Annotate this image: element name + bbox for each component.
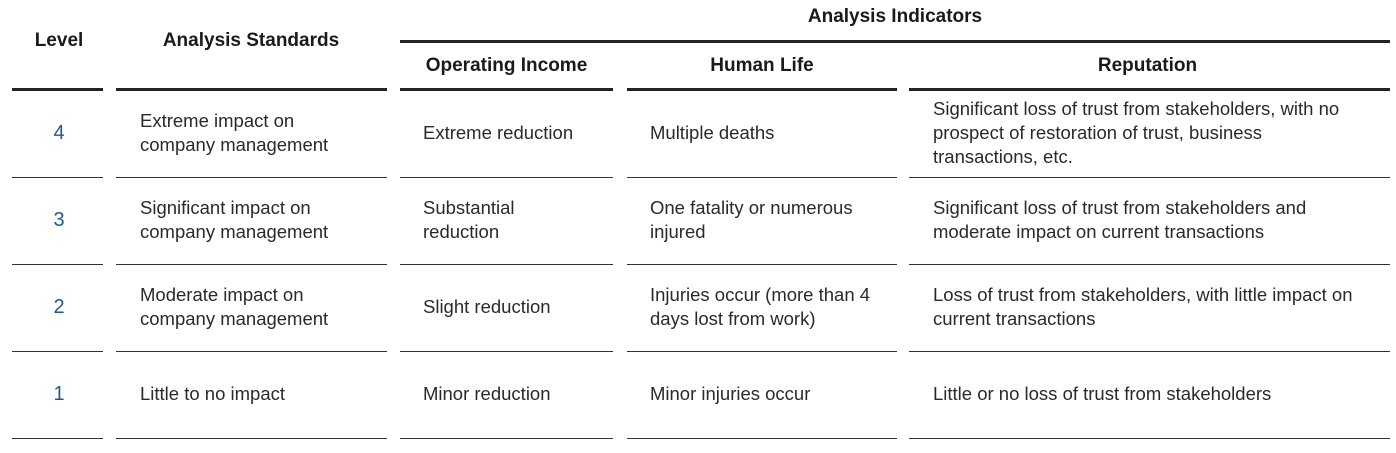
table-row: 4 Extreme impact on company management E…: [0, 91, 1396, 178]
row-divider: [627, 264, 897, 265]
row-divider: [116, 351, 387, 352]
operating-income-cell: Slight reduction: [423, 296, 551, 317]
human-life-cell: One fatality or numerous injured: [650, 197, 853, 242]
operating-income-cell: Minor reduction: [423, 383, 551, 404]
reputation-cell: Significant loss of trust from stakehold…: [933, 197, 1307, 242]
reputation-cell: Loss of trust from stakeholders, with li…: [933, 284, 1353, 329]
row-divider: [909, 177, 1390, 178]
row-divider: [12, 438, 103, 439]
header-rule-operating-income: [400, 88, 613, 91]
header-rule-reputation: [909, 88, 1390, 91]
header-rule-human-life: [627, 88, 897, 91]
standard-cell: Moderate impact on company management: [140, 284, 329, 329]
row-divider: [400, 351, 613, 352]
row-divider: [627, 351, 897, 352]
indicators-rule: [400, 40, 1390, 43]
row-divider: [909, 438, 1390, 439]
level-number: 1: [53, 382, 65, 405]
row-divider: [909, 264, 1390, 265]
row-divider: [116, 438, 387, 439]
header-operating-income: Operating Income: [425, 55, 588, 76]
header-level: Level: [34, 30, 84, 51]
human-life-cell: Injuries occur (more than 4 days lost fr…: [650, 284, 871, 329]
reputation-cell: Little or no loss of trust from stakehol…: [933, 383, 1272, 404]
standard-cell: Little to no impact: [140, 383, 285, 404]
row-divider: [627, 177, 897, 178]
level-number: 3: [53, 208, 65, 231]
row-divider: [116, 264, 387, 265]
table-row: 2 Moderate impact on company management …: [0, 265, 1396, 352]
row-divider: [400, 264, 613, 265]
row-divider: [12, 264, 103, 265]
row-divider: [400, 438, 613, 439]
level-number: 4: [53, 121, 65, 144]
table-row: 3 Significant impact on company manageme…: [0, 178, 1396, 265]
row-divider: [909, 351, 1390, 352]
row-divider: [627, 438, 897, 439]
header-rule-level: [12, 88, 103, 91]
level-number: 2: [53, 295, 65, 318]
row-divider: [12, 351, 103, 352]
header-analysis-indicators: Analysis Indicators: [807, 6, 983, 27]
row-divider: [12, 177, 103, 178]
table-row: 1 Little to no impact Minor reduction Mi…: [0, 352, 1396, 439]
header-analysis-standards: Analysis Standards: [162, 30, 340, 51]
human-life-cell: Multiple deaths: [650, 122, 775, 143]
header-reputation: Reputation: [1097, 55, 1198, 76]
standard-cell: Extreme impact on company management: [140, 110, 329, 155]
human-life-cell: Minor injuries occur: [650, 383, 811, 404]
header-rule-standards: [116, 88, 387, 91]
row-divider: [116, 177, 387, 178]
header-human-life: Human Life: [710, 55, 814, 76]
standard-cell: Significant impact on company management: [140, 197, 329, 242]
row-divider: [400, 177, 613, 178]
operating-income-cell: Extreme reduction: [423, 122, 574, 143]
reputation-cell: Significant loss of trust from stakehold…: [933, 98, 1340, 167]
operating-income-cell: Substantial reduction: [423, 197, 515, 242]
